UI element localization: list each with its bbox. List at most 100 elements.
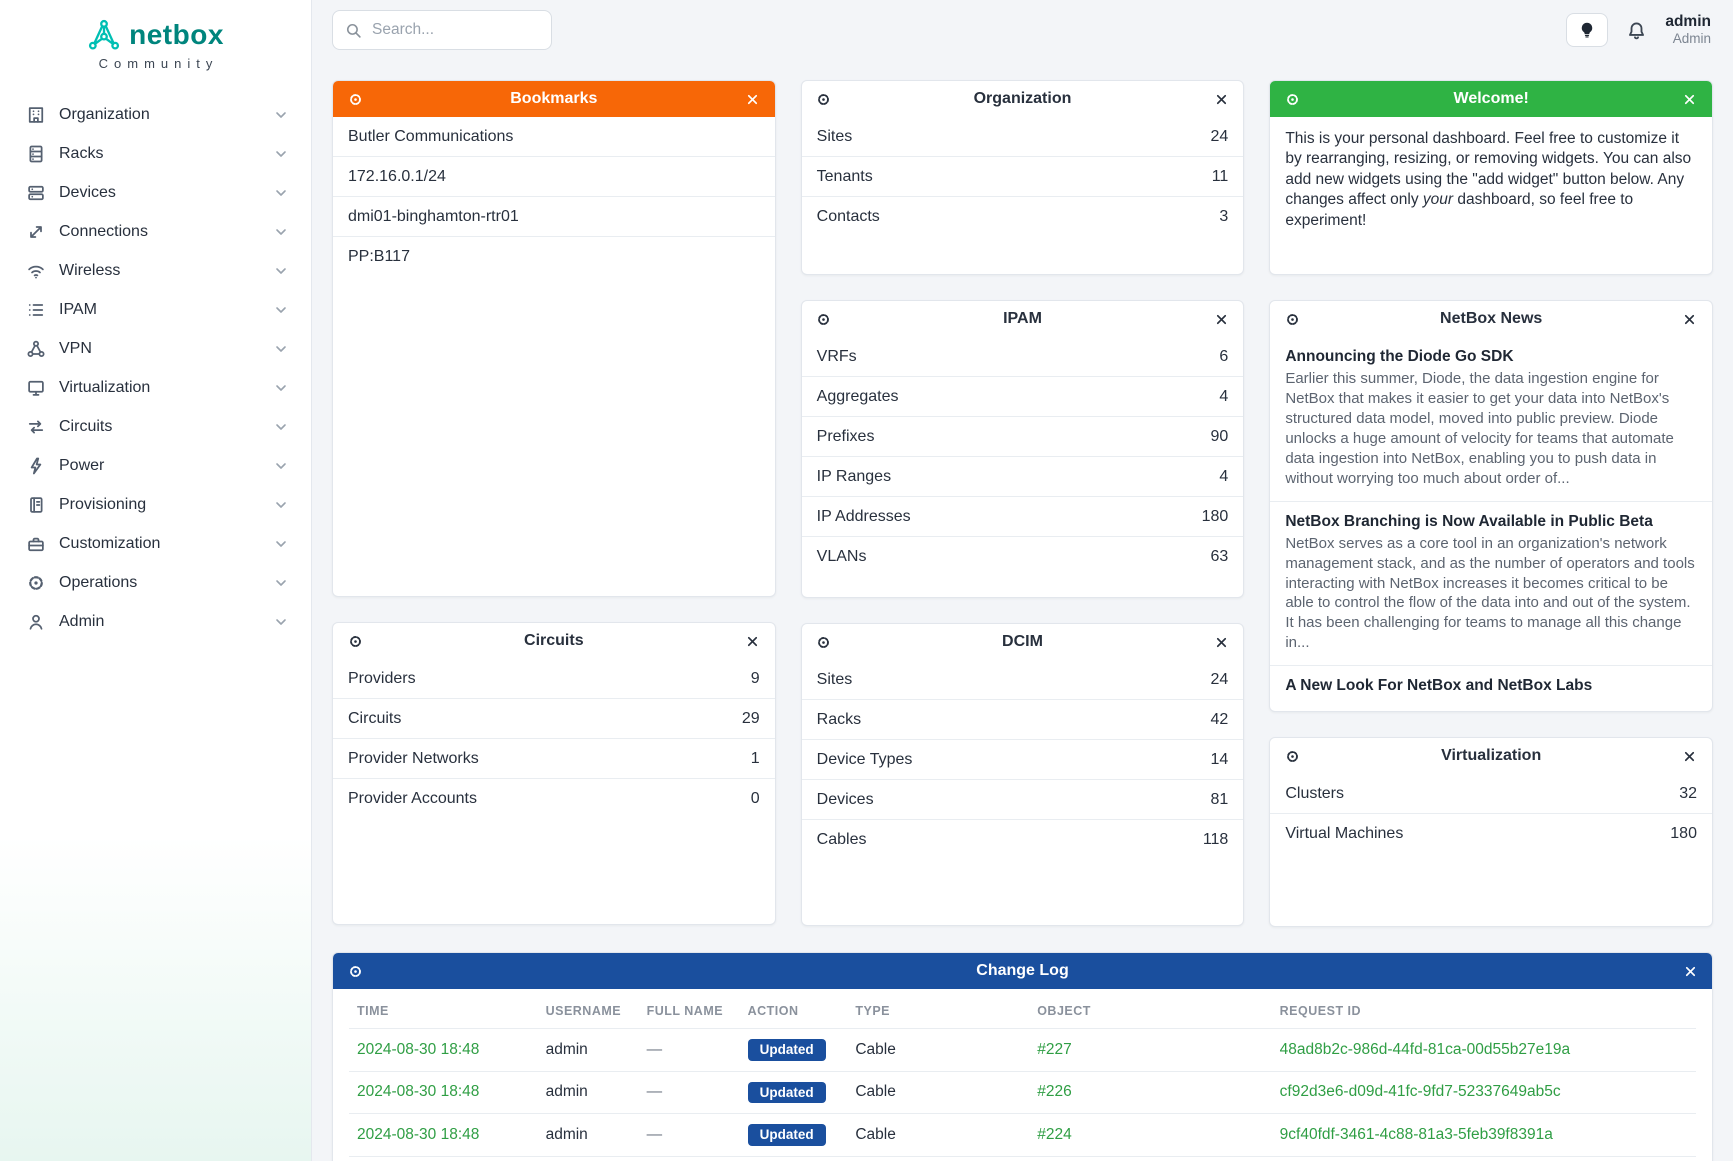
- column-header: Username: [545, 1004, 622, 1018]
- stat-label[interactable]: Devices: [816, 790, 874, 808]
- user-menu[interactable]: admin Admin: [1665, 13, 1711, 46]
- widget-config-button[interactable]: [811, 629, 837, 655]
- stat-label[interactable]: IP Addresses: [816, 507, 911, 525]
- news-article-title[interactable]: NetBox Branching is Now Available in Pub…: [1285, 512, 1653, 530]
- sidebar-item-label: Provisioning: [59, 495, 147, 513]
- widget-close-button[interactable]: [740, 86, 766, 112]
- widget-ipam-header: IPAM: [802, 301, 1244, 337]
- stat-label[interactable]: Provider Networks: [348, 749, 479, 767]
- gear-icon: [818, 313, 830, 325]
- sidebar-item-label: Racks: [59, 144, 104, 162]
- widget-close-button[interactable]: [1677, 306, 1703, 332]
- sidebar-item-virtualization[interactable]: Virtualization: [0, 368, 311, 407]
- sidebar-item-provisioning[interactable]: Provisioning: [0, 485, 311, 524]
- widget-close-button[interactable]: [1208, 629, 1234, 655]
- action-badge: Updated: [747, 1039, 826, 1061]
- sidebar-item-customization[interactable]: Customization: [0, 524, 311, 563]
- network-nodes-icon: [26, 339, 46, 359]
- stat-row: Prefixes 90: [801, 417, 1244, 457]
- welcome-text-part: This is your personal dashboard. Feel fr…: [1285, 130, 1692, 209]
- stat-label[interactable]: Virtual Machines: [1285, 825, 1404, 842]
- stat-value: 0: [750, 790, 760, 807]
- monitor-icon: [26, 378, 46, 398]
- changelog-object-link[interactable]: #227: [1037, 1040, 1072, 1058]
- notifications-button[interactable]: [1624, 18, 1649, 43]
- widget-config-button[interactable]: [1279, 743, 1305, 769]
- close-icon: [1685, 751, 1695, 761]
- stat-label[interactable]: Prefixes: [816, 427, 875, 445]
- stat-label[interactable]: Provider Accounts: [348, 790, 477, 807]
- stat-label[interactable]: Sites: [816, 127, 853, 145]
- bookmark-link[interactable]: PP:B117: [348, 248, 410, 265]
- widget-config-button[interactable]: [811, 306, 837, 332]
- sidebar-item-racks[interactable]: Racks: [0, 134, 311, 173]
- changelog-time-link[interactable]: 2024-08-30 18:48: [357, 1083, 480, 1101]
- widget-close-button[interactable]: [1677, 743, 1703, 769]
- stat-label[interactable]: IP Ranges: [816, 467, 892, 485]
- news-article-title[interactable]: A New Look For NetBox and NetBox Labs: [1285, 677, 1593, 695]
- widget-close-button[interactable]: [740, 628, 766, 654]
- column-header: Action: [747, 1004, 799, 1018]
- changelog-request-id-link[interactable]: cf92d3e6-d09d-41fc-9fd7-52337649ab5c: [1279, 1083, 1561, 1101]
- widget-config-button[interactable]: [342, 86, 368, 112]
- stat-label[interactable]: Providers: [348, 669, 416, 687]
- changelog-request-id-link[interactable]: 48ad8b2c-986d-44fd-81ca-00d55b27e19a: [1279, 1040, 1571, 1058]
- sidebar-item-vpn[interactable]: VPN: [0, 329, 311, 368]
- changelog-request-id-link[interactable]: 9cf40fdf-3461-4c88-81a3-5feb39f8391a: [1279, 1125, 1553, 1143]
- stat-label[interactable]: Sites: [816, 670, 853, 688]
- bookmark-link[interactable]: 172.16.0.1/24: [333, 157, 775, 197]
- widget-config-button[interactable]: [1279, 306, 1305, 332]
- widget-close-button[interactable]: [1677, 958, 1703, 984]
- stat-label[interactable]: Clusters: [1285, 784, 1345, 802]
- column-header: Object: [1037, 1004, 1091, 1018]
- stat-row: Sites 24: [801, 660, 1244, 700]
- ip-list-icon: [26, 300, 46, 320]
- stat-row: IP Ranges 4: [801, 457, 1244, 497]
- change-log-table: Time Username Full Name Action Type: [333, 989, 1712, 1161]
- rack-icon: [26, 144, 46, 164]
- theme-toggle-button[interactable]: [1566, 13, 1609, 47]
- stat-label[interactable]: Contacts: [816, 208, 880, 225]
- stat-row: Device Types 14: [801, 740, 1244, 780]
- bolt-icon: [26, 456, 46, 476]
- stat-label[interactable]: Cables: [816, 831, 867, 848]
- widget-close-button[interactable]: [1208, 306, 1234, 332]
- stat-label[interactable]: Racks: [816, 710, 862, 728]
- table-row: 2024-08-30 18:47 admin — Updated Cable #…: [349, 1155, 1696, 1161]
- stat-label[interactable]: VRFs: [816, 347, 857, 365]
- news-article-title[interactable]: Announcing the Diode Go SDK: [1285, 348, 1514, 365]
- sidebar-item-ipam[interactable]: IPAM: [0, 290, 311, 329]
- widget-close-button[interactable]: [1677, 86, 1703, 112]
- bookmark-link[interactable]: dmi01-binghamton-rtr01: [333, 197, 775, 237]
- changelog-object-link[interactable]: #226: [1037, 1083, 1072, 1101]
- widget-close-button[interactable]: [1208, 86, 1234, 112]
- stat-label[interactable]: Aggregates: [816, 387, 899, 405]
- search-input[interactable]: [370, 20, 539, 40]
- stat-label[interactable]: Tenants: [816, 167, 873, 185]
- stat-label[interactable]: Device Types: [816, 750, 913, 768]
- sidebar-item-circuits[interactable]: Circuits: [0, 407, 311, 446]
- stat-value: 24: [1210, 127, 1229, 145]
- sidebar-item-organization[interactable]: Organization: [0, 95, 311, 134]
- widget-config-button[interactable]: [342, 628, 368, 654]
- topbar-right: admin Admin: [1566, 13, 1711, 47]
- widget-config-button[interactable]: [1279, 86, 1305, 112]
- sidebar-item-devices[interactable]: Devices: [0, 173, 311, 212]
- sidebar-item-connections[interactable]: Connections: [0, 212, 311, 251]
- sidebar-item-operations[interactable]: Operations: [0, 563, 311, 602]
- stat-label[interactable]: VLANs: [816, 548, 867, 565]
- widget-config-button[interactable]: [342, 958, 368, 984]
- sidebar-item-wireless[interactable]: Wireless: [0, 251, 311, 290]
- sidebar-item-admin[interactable]: Admin: [0, 602, 311, 641]
- close-icon: [1216, 314, 1226, 324]
- widget-config-button[interactable]: [811, 86, 837, 112]
- stat-label[interactable]: Circuits: [348, 709, 402, 727]
- search-box[interactable]: [332, 10, 552, 50]
- sidebar-item-power[interactable]: Power: [0, 446, 311, 485]
- brand-link[interactable]: netbox Community: [0, 14, 311, 81]
- chevron-down-icon: [273, 380, 289, 396]
- bookmark-link[interactable]: Butler Communications: [333, 117, 775, 157]
- changelog-time-link[interactable]: 2024-08-30 18:48: [357, 1125, 480, 1143]
- changelog-object-link[interactable]: #224: [1037, 1125, 1072, 1143]
- changelog-time-link[interactable]: 2024-08-30 18:48: [357, 1040, 480, 1058]
